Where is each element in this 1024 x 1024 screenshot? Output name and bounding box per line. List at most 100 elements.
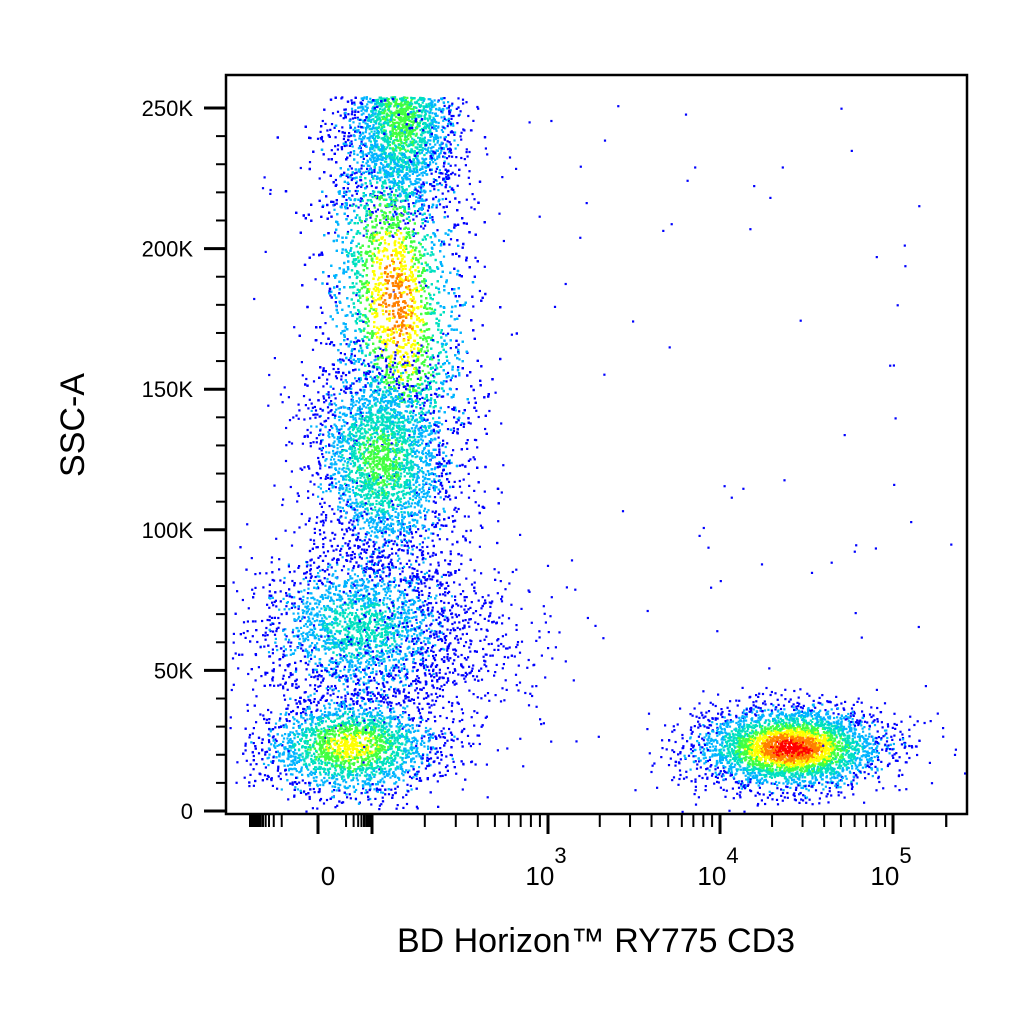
- event-dot: [385, 97, 389, 100]
- event-dot: [385, 157, 388, 160]
- event-dot: [426, 105, 429, 109]
- event-dot: [397, 194, 400, 197]
- event-dot: [378, 136, 381, 139]
- event-dot: [446, 215, 449, 218]
- event-dot: [382, 130, 385, 133]
- event-dot: [473, 458, 476, 461]
- event-dot: [388, 223, 391, 226]
- event-dot: [460, 156, 463, 160]
- event-dot: [366, 160, 369, 163]
- event-dot: [427, 139, 430, 142]
- event-dot: [390, 205, 393, 208]
- event-dot: [427, 98, 430, 101]
- event-dot: [423, 154, 426, 157]
- event-dot: [388, 181, 391, 184]
- event-dot: [371, 144, 374, 147]
- event-dot: [365, 162, 368, 165]
- event-dot: [446, 125, 449, 128]
- event-dot: [430, 172, 433, 175]
- event-dot: [412, 116, 415, 119]
- event-dot: [409, 112, 412, 115]
- event-dot: [383, 140, 386, 143]
- event-dot: [405, 106, 408, 109]
- event-dot: [402, 146, 405, 149]
- event-dot: [418, 178, 421, 181]
- event-dot: [413, 110, 416, 113]
- event-dot: [383, 139, 386, 142]
- event-dot: [356, 153, 359, 156]
- event-dot: [451, 155, 454, 158]
- event-dot: [349, 151, 352, 154]
- event-dot: [354, 109, 357, 112]
- event-dot: [395, 98, 398, 101]
- event-dot: [401, 110, 405, 113]
- event-dot: [312, 253, 315, 256]
- event-dot: [391, 167, 394, 170]
- event-dot: [432, 145, 435, 148]
- event-dot: [449, 124, 452, 127]
- event-dot: [378, 102, 381, 105]
- event-dot: [408, 123, 411, 126]
- event-dot: [343, 108, 346, 111]
- event-dot: [371, 211, 374, 214]
- event-dot: [436, 100, 440, 103]
- event-dot: [438, 147, 441, 150]
- event-dot: [399, 108, 402, 111]
- event-dot: [362, 121, 365, 124]
- event-dot: [433, 293, 436, 296]
- event-dot: [417, 181, 420, 184]
- event-dot: [412, 234, 415, 238]
- event-dot: [389, 104, 392, 108]
- event-dot: [421, 161, 424, 164]
- event-dot: [478, 289, 481, 293]
- event-dot: [366, 137, 369, 140]
- event-dot: [459, 135, 462, 138]
- event-dot: [407, 115, 410, 118]
- event-dot: [385, 218, 388, 221]
- event-dot: [443, 117, 446, 120]
- event-dot: [373, 105, 376, 108]
- event-dot: [362, 126, 365, 129]
- event-dot: [379, 113, 382, 116]
- event-dot: [359, 155, 363, 159]
- event-dot: [365, 108, 368, 112]
- event-dot: [387, 193, 390, 196]
- event-dot: [385, 115, 388, 118]
- event-dot: [366, 103, 369, 106]
- event-dot: [371, 161, 374, 164]
- event-dot: [450, 114, 453, 118]
- event-dot: [405, 131, 408, 134]
- event-dot: [382, 150, 385, 153]
- event-dot: [452, 124, 455, 127]
- event-dot: [451, 122, 454, 125]
- event-dot: [368, 139, 371, 142]
- event-dot: [437, 189, 440, 192]
- event-dot: [360, 140, 363, 143]
- event-dot: [370, 151, 373, 154]
- event-dot: [441, 109, 445, 112]
- event-dot: [380, 111, 383, 114]
- event-dot: [386, 146, 389, 149]
- event-dot: [375, 101, 379, 104]
- event-dot: [393, 183, 396, 186]
- event-dot: [353, 103, 356, 106]
- event-dot: [374, 102, 377, 106]
- event-dot: [389, 154, 392, 157]
- event-dot: [382, 117, 385, 121]
- event-dot: [414, 186, 417, 189]
- event-dot: [426, 124, 429, 127]
- event-dot: [452, 114, 455, 118]
- event-dot: [413, 352, 416, 356]
- event-dot: [461, 98, 465, 101]
- event-dot: [449, 238, 453, 241]
- event-dot: [410, 120, 413, 123]
- event-dot: [448, 141, 451, 144]
- event-dot: [369, 150, 372, 154]
- event-dot: [414, 179, 417, 183]
- event-dot: [355, 282, 358, 285]
- event-dot: [423, 136, 426, 139]
- event-dot: [422, 203, 425, 206]
- event-dot: [337, 144, 340, 147]
- event-dot: [411, 111, 414, 114]
